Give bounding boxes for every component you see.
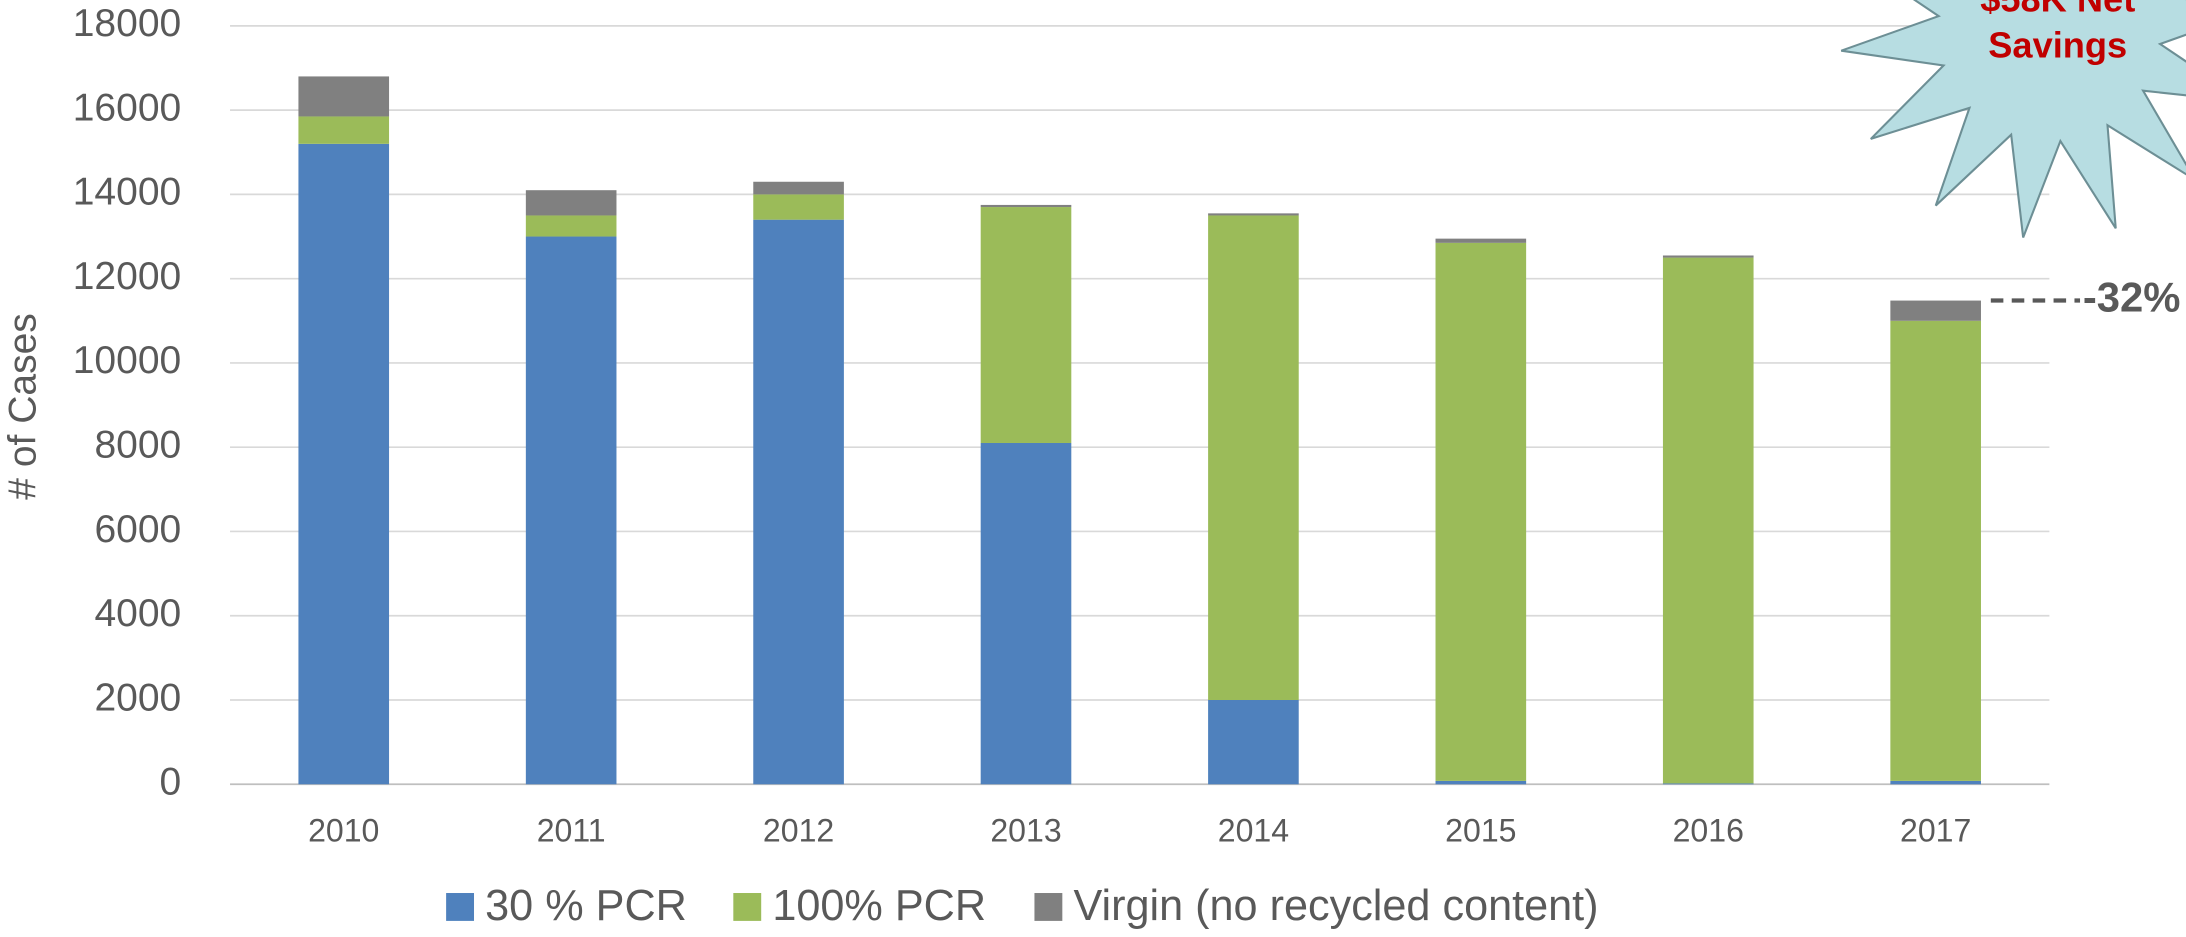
- bar-segment: [1208, 213, 1299, 216]
- y-tick-label: 12000: [73, 255, 181, 298]
- x-tick-label: 2013: [990, 813, 1061, 849]
- bar-segment: [298, 116, 390, 144]
- bar-segment: [1662, 783, 1754, 785]
- legend-label: 100% PCR: [772, 882, 986, 930]
- bar-segment: [753, 219, 844, 785]
- y-tick-label: 14000: [73, 171, 181, 214]
- legend-swatch: [446, 893, 475, 921]
- bar-segment: [1208, 700, 1299, 785]
- bar-segment: [1890, 300, 1981, 321]
- bar-segment: [753, 194, 844, 220]
- bar-segment: [1890, 320, 1981, 781]
- bar-segment: [525, 236, 617, 785]
- bar-segment: [1435, 238, 1527, 243]
- bar-segment: [525, 215, 617, 237]
- bar-segment: [1435, 780, 1527, 785]
- legend-swatch: [733, 893, 762, 921]
- x-tick-label: 2015: [1445, 813, 1516, 849]
- legend-label: 30 % PCR: [485, 882, 687, 930]
- x-tick-label: 2012: [763, 813, 834, 849]
- bar-segment: [980, 204, 1072, 208]
- legend-label: Virgin (no recycled content): [1073, 882, 1598, 930]
- y-tick-label: 2000: [94, 676, 181, 719]
- bar-segment: [980, 442, 1072, 785]
- x-tick-label: 2014: [1218, 813, 1289, 849]
- y-tick-label: 6000: [94, 508, 181, 551]
- y-tick-label: 16000: [73, 86, 181, 129]
- y-axis-label: # of Cases: [1, 313, 44, 500]
- starburst-text: Savings: [1988, 25, 2127, 66]
- annotation: -32%: [2083, 274, 2181, 321]
- y-tick-label: 0: [160, 761, 182, 804]
- x-tick-label: 2011: [537, 813, 606, 849]
- bar-segment: [1662, 255, 1754, 258]
- bar-segment: [1662, 257, 1754, 784]
- bar-segment: [525, 190, 617, 216]
- bar-segment: [298, 76, 390, 117]
- x-tick-label: 2017: [1900, 813, 1971, 849]
- starburst: [1840, 0, 2186, 238]
- bar-segment: [1435, 242, 1527, 781]
- y-tick-label: 10000: [73, 339, 181, 382]
- bar-segment: [1208, 215, 1299, 701]
- y-tick-label: 18000: [73, 2, 181, 45]
- bar-segment: [1890, 780, 1981, 785]
- starburst-text: $58K Net: [1980, 0, 2135, 20]
- bar-segment: [298, 143, 390, 785]
- y-tick-label: 8000: [94, 424, 181, 467]
- bar-segment: [753, 181, 844, 195]
- legend-swatch: [1034, 893, 1063, 921]
- x-tick-label: 2010: [308, 813, 379, 849]
- y-tick-label: 4000: [94, 592, 181, 635]
- bar-segment: [980, 207, 1072, 443]
- x-tick-label: 2016: [1673, 813, 1744, 849]
